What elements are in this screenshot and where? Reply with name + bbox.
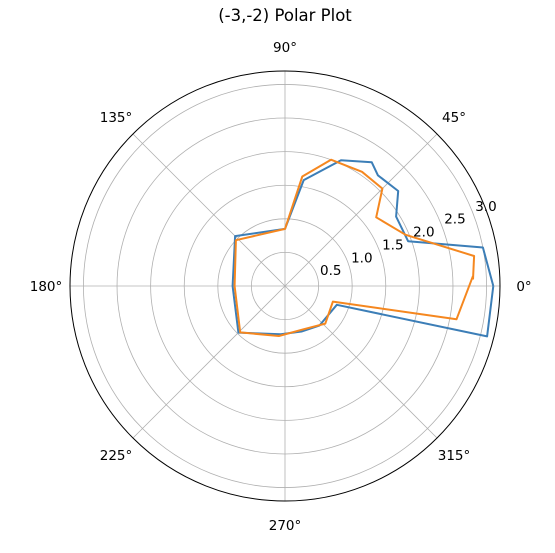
angle-tick-label-2: 90° bbox=[273, 40, 297, 56]
radial-tick-label-1: 1.0 bbox=[351, 250, 372, 266]
radial-tick-label-2: 1.5 bbox=[382, 237, 403, 253]
chart-title: (-3,-2) Polar Plot bbox=[218, 6, 352, 25]
angle-tick-label-3: 135° bbox=[100, 110, 133, 126]
angle-tick-label-7: 315° bbox=[438, 448, 471, 464]
angular-gridline-1 bbox=[284, 133, 438, 287]
angle-tick-label-6: 270° bbox=[269, 518, 302, 534]
series-line-1 bbox=[233, 158, 476, 337]
angle-tick-label-4: 180° bbox=[30, 279, 63, 295]
radial-tick-label-5: 3.0 bbox=[475, 199, 496, 215]
polar-frame bbox=[69, 70, 501, 502]
angular-gridline-3 bbox=[132, 133, 286, 287]
angular-gridline-7 bbox=[284, 285, 438, 439]
angle-tick-label-0: 0° bbox=[516, 279, 531, 295]
series-line-0 bbox=[231, 159, 495, 338]
polar-grid bbox=[69, 70, 501, 502]
radial-tick-label-4: 2.5 bbox=[444, 212, 465, 228]
radial-tick-label-0: 0.5 bbox=[320, 263, 341, 279]
tick-labels: 0° 45° 90° 135° 180° 225° 270° 315° 0.5 1.0 1.5 2.0… bbox=[30, 40, 532, 534]
series-layer bbox=[231, 158, 495, 338]
angle-tick-label-5: 225° bbox=[100, 448, 133, 464]
angular-gridline-5 bbox=[132, 285, 286, 439]
angle-tick-label-1: 45° bbox=[442, 110, 466, 126]
radial-tick-label-3: 2.0 bbox=[413, 225, 434, 241]
